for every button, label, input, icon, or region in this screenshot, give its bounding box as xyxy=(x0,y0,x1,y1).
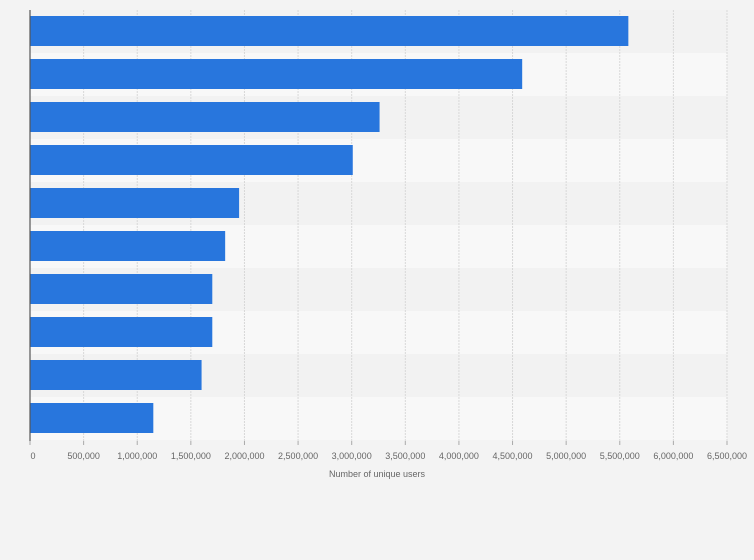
bar[interactable] xyxy=(30,102,380,132)
x-tick-label: 5,500,000 xyxy=(600,451,640,461)
x-tick-label: 4,000,000 xyxy=(439,451,479,461)
x-axis-label: Number of unique users xyxy=(329,469,426,479)
bar[interactable] xyxy=(30,403,154,433)
x-tick-label: 4,500,000 xyxy=(493,451,533,461)
bar[interactable] xyxy=(30,145,353,175)
x-tick-label: 3,500,000 xyxy=(385,451,425,461)
bar[interactable] xyxy=(30,274,213,304)
x-tick-label: 5,000,000 xyxy=(546,451,586,461)
x-tick-label: 500,000 xyxy=(67,451,100,461)
x-tick-label: 6,500,000 xyxy=(707,451,747,461)
x-tick-label: 1,000,000 xyxy=(117,451,157,461)
x-tick-label: 1,500,000 xyxy=(171,451,211,461)
x-tick-label: 6,000,000 xyxy=(653,451,693,461)
bar[interactable] xyxy=(30,360,202,390)
bar[interactable] xyxy=(30,16,629,46)
bar[interactable] xyxy=(30,59,523,89)
bar[interactable] xyxy=(30,231,226,261)
bar[interactable] xyxy=(30,188,240,218)
x-tick-label: 3,000,000 xyxy=(332,451,372,461)
bar[interactable] xyxy=(30,317,213,347)
x-tick-label: 2,500,000 xyxy=(278,451,318,461)
x-tick-label: 0 xyxy=(30,451,35,461)
x-tick-label: 2,000,000 xyxy=(224,451,264,461)
